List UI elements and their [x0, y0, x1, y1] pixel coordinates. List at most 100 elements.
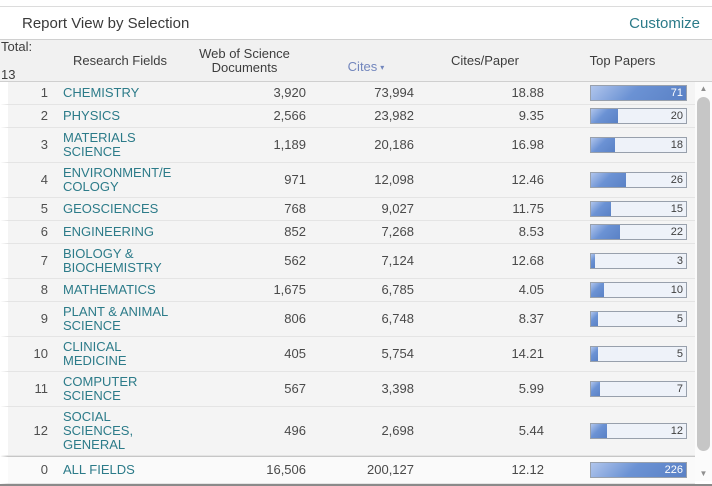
cites-per-paper-value: 14.21	[511, 346, 544, 361]
top-papers-value: 71	[670, 87, 683, 99]
cites-per-paper-value: 9.35	[518, 108, 544, 123]
scroll-up-button[interactable]: ▲	[699, 84, 708, 93]
total-value: 13	[1, 66, 16, 82]
cites-per-paper-value: 12.68	[511, 253, 544, 268]
cites-value: 2,698	[381, 423, 414, 438]
vertical-scrollbar[interactable]: ▲ ▼	[695, 82, 712, 481]
top-papers-value: 3	[676, 255, 683, 267]
column-header-cites[interactable]: Cites ▾	[312, 46, 420, 75]
research-field-link[interactable]: GEOSCIENCES	[63, 201, 159, 216]
table-row: 10 CLINICAL MEDICINE 405 5,754 14.21 5	[0, 337, 695, 372]
row-rank: 11	[34, 381, 49, 396]
top-papers-value: 5	[676, 313, 683, 325]
row-rank: 12	[33, 423, 48, 438]
row-rank: 10	[33, 346, 48, 361]
top-papers-bar: 10	[590, 282, 687, 298]
documents-value: 562	[284, 253, 306, 268]
cites-per-paper-value: 12.46	[511, 172, 544, 187]
research-field-link[interactable]: CHEMISTRY	[63, 85, 140, 100]
cites-per-paper-value: 11.75	[512, 201, 544, 216]
customize-link[interactable]: Customize	[629, 14, 700, 32]
documents-value: 496	[284, 423, 306, 438]
cites-value: 9,027	[381, 201, 414, 216]
research-field-link[interactable]: ENGINEERING	[63, 224, 155, 239]
documents-value: 405	[284, 346, 306, 361]
top-papers-value: 226	[664, 464, 683, 476]
research-field-link[interactable]: MATERIALS SCIENCE	[63, 130, 136, 159]
table-row: 8 MATHEMATICS 1,675 6,785 4.05 10	[0, 279, 695, 302]
top-papers-bar-fill	[591, 382, 601, 396]
total-count: Total: 13	[0, 26, 55, 96]
row-rank: 2	[40, 108, 48, 123]
research-field-link[interactable]: ENVIRONMENT/E COLOGY	[63, 165, 172, 194]
documents-value: 806	[284, 311, 306, 326]
research-field-link[interactable]: CLINICAL MEDICINE	[63, 339, 127, 368]
top-papers-value: 15	[670, 203, 683, 215]
cites-value: 12,098	[374, 172, 414, 187]
table-body: 1 CHEMISTRY 3,920 73,994 18.88 71 2 PHYS…	[0, 82, 712, 484]
cites-per-paper-value: 5.44	[518, 423, 544, 438]
top-papers-bar: 3	[590, 253, 687, 269]
table-rows: 1 CHEMISTRY 3,920 73,994 18.88 71 2 PHYS…	[0, 82, 695, 484]
documents-value: 1,189	[273, 137, 306, 152]
top-papers-bar: 7	[590, 381, 687, 397]
cites-per-paper-value: 8.37	[518, 311, 544, 326]
research-field-link[interactable]: MATHEMATICS	[63, 282, 156, 297]
total-label: Total:	[1, 38, 33, 54]
table-row: 4 ENVIRONMENT/E COLOGY 971 12,098 12.46 …	[0, 163, 695, 198]
table-row: 11 COMPUTER SCIENCE 567 3,398 5.99 7	[0, 372, 695, 407]
cites-per-paper-value: 18.88	[511, 85, 544, 100]
column-header-research-fields[interactable]: Research Fields	[73, 52, 167, 68]
top-papers-bar-fill	[591, 283, 605, 297]
cites-value: 5,754	[381, 346, 414, 361]
top-papers-value: 26	[670, 174, 683, 186]
top-papers-bar: 15	[590, 201, 687, 217]
scrollbar-track[interactable]	[695, 96, 712, 467]
research-field-link[interactable]: PLANT & ANIMAL SCIENCE	[63, 304, 169, 333]
column-header-cites-paper[interactable]: Cites/Paper	[451, 52, 519, 68]
top-papers-value: 18	[670, 139, 683, 151]
research-field-link[interactable]: ALL FIELDS	[63, 462, 135, 477]
top-papers-bar: 5	[590, 311, 687, 327]
top-papers-bar-fill	[591, 225, 621, 239]
top-papers-bar: 71	[590, 85, 687, 101]
cites-value: 200,127	[367, 462, 414, 477]
row-rank: 7	[40, 253, 48, 268]
title-bar: Report View by Selection Customize	[0, 7, 712, 40]
top-papers-value: 20	[670, 110, 683, 122]
cites-value: 6,785	[381, 282, 414, 297]
documents-value: 852	[284, 224, 306, 239]
scrollbar-thumb[interactable]	[697, 97, 710, 452]
top-papers-bar: 26	[590, 172, 687, 188]
documents-value: 2,566	[273, 108, 306, 123]
row-rank: 0	[40, 462, 48, 477]
top-papers-bar: 22	[590, 224, 687, 240]
research-field-link[interactable]: BIOLOGY & BIOCHEMISTRY	[63, 246, 162, 275]
cites-value: 7,268	[381, 224, 414, 239]
research-field-link[interactable]: PHYSICS	[63, 108, 121, 123]
row-rank: 4	[40, 172, 48, 187]
table-row: 3 MATERIALS SCIENCE 1,189 20,186 16.98 1…	[0, 128, 695, 163]
top-papers-value: 12	[670, 425, 683, 437]
research-field-link[interactable]: COMPUTER SCIENCE	[63, 374, 138, 403]
sort-desc-icon: ▾	[380, 63, 385, 72]
top-papers-bar-fill	[591, 86, 686, 100]
cites-value: 23,982	[374, 108, 414, 123]
column-header-documents[interactable]: Web of Science Documents	[199, 45, 290, 75]
top-papers-bar: 20	[590, 108, 687, 124]
cites-value: 7,124	[381, 253, 414, 268]
top-papers-bar-fill	[591, 463, 686, 477]
scroll-down-button[interactable]: ▼	[699, 469, 708, 478]
top-papers-bar: 18	[590, 137, 687, 153]
top-papers-bar: 226	[590, 462, 687, 478]
top-papers-bar-fill	[591, 109, 618, 123]
table-row: 7 BIOLOGY & BIOCHEMISTRY 562 7,124 12.68…	[0, 244, 695, 279]
cites-value: 6,748	[381, 311, 414, 326]
table-row: 2 PHYSICS 2,566 23,982 9.35 20	[0, 105, 695, 128]
column-header-top-papers[interactable]: Top Papers	[589, 52, 656, 68]
top-strip	[0, 0, 712, 7]
cites-per-paper-value: 8.53	[518, 224, 544, 239]
research-field-link[interactable]: SOCIAL SCIENCES, GENERAL	[63, 409, 134, 452]
documents-value: 768	[284, 201, 306, 216]
